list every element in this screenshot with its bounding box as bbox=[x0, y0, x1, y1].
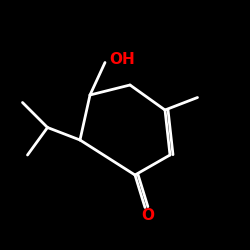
Text: OH: OH bbox=[110, 52, 136, 68]
Text: O: O bbox=[141, 208, 154, 222]
